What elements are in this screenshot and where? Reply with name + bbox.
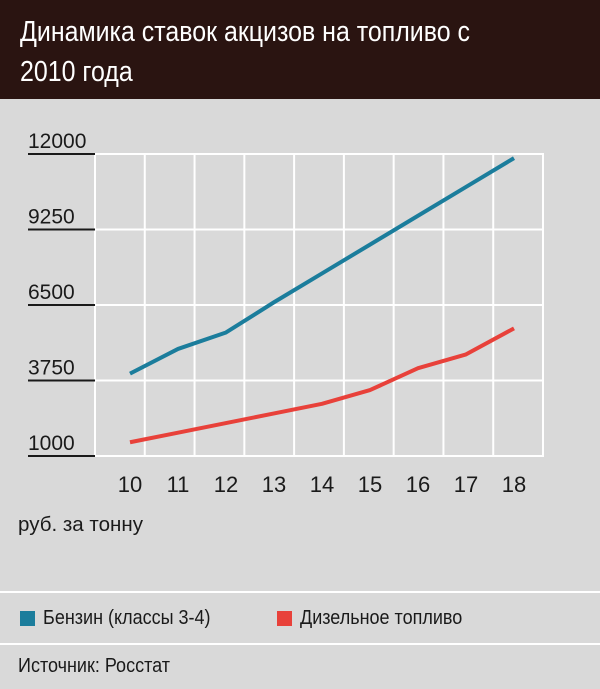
x-tick-label: 15 [358, 472, 382, 497]
y-tick-label: 6500 [28, 281, 75, 304]
legend: Бензин (классы 3-4) Дизельное топливо [0, 593, 600, 643]
grid [94, 153, 544, 457]
x-tick-label: 10 [118, 472, 142, 497]
legend-swatch-diesel [277, 611, 292, 626]
x-tick-label: 12 [214, 472, 238, 497]
x-tick-label: 18 [502, 472, 526, 497]
legend-divider-bottom [0, 643, 600, 645]
legend-item-diesel: Дизельное топливо [277, 607, 480, 630]
y-tick-label: 3750 [28, 357, 75, 380]
x-tick-label: 14 [310, 472, 334, 497]
legend-label-benzin: Бензин (классы 3-4) [43, 607, 211, 629]
series-lines [129, 156, 516, 445]
y-tick-label: 9250 [28, 206, 75, 229]
legend-divider-top [0, 591, 600, 593]
legend-label-diesel: Дизельное топливо [300, 607, 463, 629]
series-line-benzin [129, 156, 516, 376]
legend-swatch-benzin [20, 611, 35, 626]
x-tick-label: 11 [167, 472, 190, 497]
y-tick-label: 1000 [28, 432, 75, 455]
y-axis-ticks: 12000 9250 6500 3750 1000 [28, 130, 95, 457]
source-note: Источник: Росстат [18, 655, 170, 677]
legend-item-benzin: Бензин (классы 3-4) [20, 607, 229, 630]
x-axis-ticks: 10 11 12 13 14 15 16 17 18 [118, 472, 526, 497]
line-chart: 12000 9250 6500 3750 1000 10 11 12 13 14 15 16 17 18… [18, 130, 544, 536]
unit-label: руб. за тонну [18, 514, 143, 536]
series-line-diesel [129, 326, 515, 445]
x-tick-label: 13 [262, 472, 286, 497]
header-bar: Динамика ставок акцизов на топливо с 201… [0, 0, 600, 99]
x-tick-label: 16 [406, 472, 430, 497]
chart-title: Динамика ставок акцизов на топливо с 201… [20, 16, 470, 88]
x-tick-label: 17 [454, 472, 478, 497]
y-tick-label: 12000 [28, 130, 86, 153]
